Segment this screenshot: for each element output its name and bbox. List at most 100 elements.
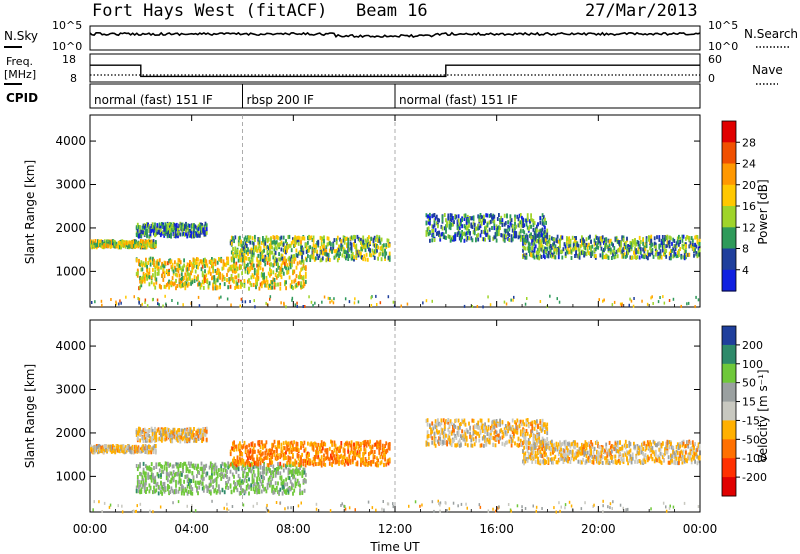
echo-cell	[514, 230, 516, 235]
echo-cell	[362, 245, 365, 249]
echo-cell	[106, 243, 108, 248]
echo-cell	[146, 242, 149, 247]
echo-cell	[199, 466, 202, 471]
echo-cell	[312, 235, 315, 240]
echo-cell	[159, 432, 162, 437]
echo-cell	[188, 426, 191, 431]
echo-cell	[693, 253, 695, 258]
echo-cell	[326, 252, 329, 257]
echo-cell	[150, 476, 153, 481]
echo-cell	[325, 249, 328, 254]
echo-cell	[201, 223, 203, 227]
echo-cell	[202, 469, 205, 474]
echo-cell	[499, 226, 501, 231]
echo-cell	[673, 249, 676, 254]
echo-cell	[244, 243, 247, 248]
echo-cell	[616, 239, 619, 244]
echo-cell	[366, 257, 369, 262]
echo-cell	[282, 258, 285, 263]
echo-cell	[230, 446, 233, 451]
echo-cell	[135, 258, 138, 263]
echo-cell	[146, 229, 148, 233]
echo-cell	[285, 280, 287, 285]
echo-cell	[274, 468, 277, 472]
echo-cell	[523, 253, 525, 258]
echo-cell	[304, 305, 306, 308]
echo-cell	[361, 242, 363, 247]
echo-cell	[302, 444, 305, 448]
echo-cell	[295, 236, 298, 241]
echo-cell	[639, 250, 642, 255]
echo-cell	[363, 447, 366, 452]
echo-cell	[641, 254, 643, 259]
echo-cell	[635, 248, 638, 253]
echo-cell	[214, 286, 217, 291]
echo-cell	[231, 269, 234, 274]
echo-cell	[425, 299, 428, 303]
echo-cell	[180, 283, 183, 288]
echo-cell	[181, 428, 184, 433]
echo-cell	[300, 455, 302, 460]
echo-cell	[600, 237, 603, 242]
echo-cell	[140, 431, 143, 436]
echo-cell	[350, 246, 353, 251]
echo-cell	[522, 229, 524, 234]
echo-cell	[242, 254, 245, 259]
echo-cell	[168, 272, 170, 276]
echo-cell	[349, 450, 352, 455]
echo-cell	[240, 481, 242, 485]
echo-cell	[442, 235, 445, 239]
echo-cell	[327, 241, 330, 246]
echo-cell	[167, 272, 169, 277]
echo-cell	[119, 299, 121, 303]
echo-cell	[445, 235, 447, 240]
echo-cell	[348, 300, 351, 304]
echo-cell	[187, 432, 190, 437]
echo-cell	[169, 234, 171, 238]
echo-cell	[187, 266, 190, 271]
echo-cell	[296, 261, 299, 266]
echo-cell	[522, 255, 524, 259]
echo-cell	[515, 234, 518, 239]
echo-cell	[142, 239, 144, 244]
echo-cell	[114, 240, 117, 245]
echo-cell	[238, 478, 241, 483]
echo-cell	[205, 259, 208, 264]
echo-cell	[311, 446, 314, 451]
echo-cell	[189, 427, 192, 432]
echo-cell	[514, 234, 516, 239]
echo-cell	[358, 251, 361, 256]
echo-cell	[441, 218, 444, 223]
echo-cell	[336, 250, 339, 255]
echo-cell	[259, 456, 262, 461]
echo-cell	[279, 286, 282, 291]
echo-cell	[182, 227, 185, 231]
echo-cell	[301, 470, 304, 474]
echo-cell	[153, 262, 155, 267]
echo-cell	[320, 455, 323, 460]
echo-cell	[295, 445, 298, 450]
echo-cell	[285, 266, 287, 271]
echo-cell	[596, 235, 598, 240]
echo-cell	[311, 247, 314, 251]
echo-cell	[143, 427, 146, 432]
echo-cell	[566, 242, 568, 247]
echo-cell	[150, 450, 153, 455]
echo-cell	[203, 432, 206, 437]
echo-cell	[371, 295, 373, 299]
echo-cell	[205, 484, 208, 489]
echo-cell	[347, 253, 350, 258]
echo-cell	[209, 491, 212, 496]
echo-cell	[165, 436, 168, 441]
echo-cell	[139, 279, 141, 284]
echo-cell	[259, 246, 262, 251]
echo-cell	[172, 222, 175, 226]
echo-cell	[233, 488, 235, 493]
echo-cell	[346, 236, 348, 241]
echo-cell	[197, 274, 199, 279]
echo-cell	[175, 272, 177, 277]
echo-cell	[320, 242, 323, 247]
echo-cell	[381, 248, 384, 253]
echo-cell	[320, 443, 323, 448]
echo-cell	[310, 254, 313, 259]
